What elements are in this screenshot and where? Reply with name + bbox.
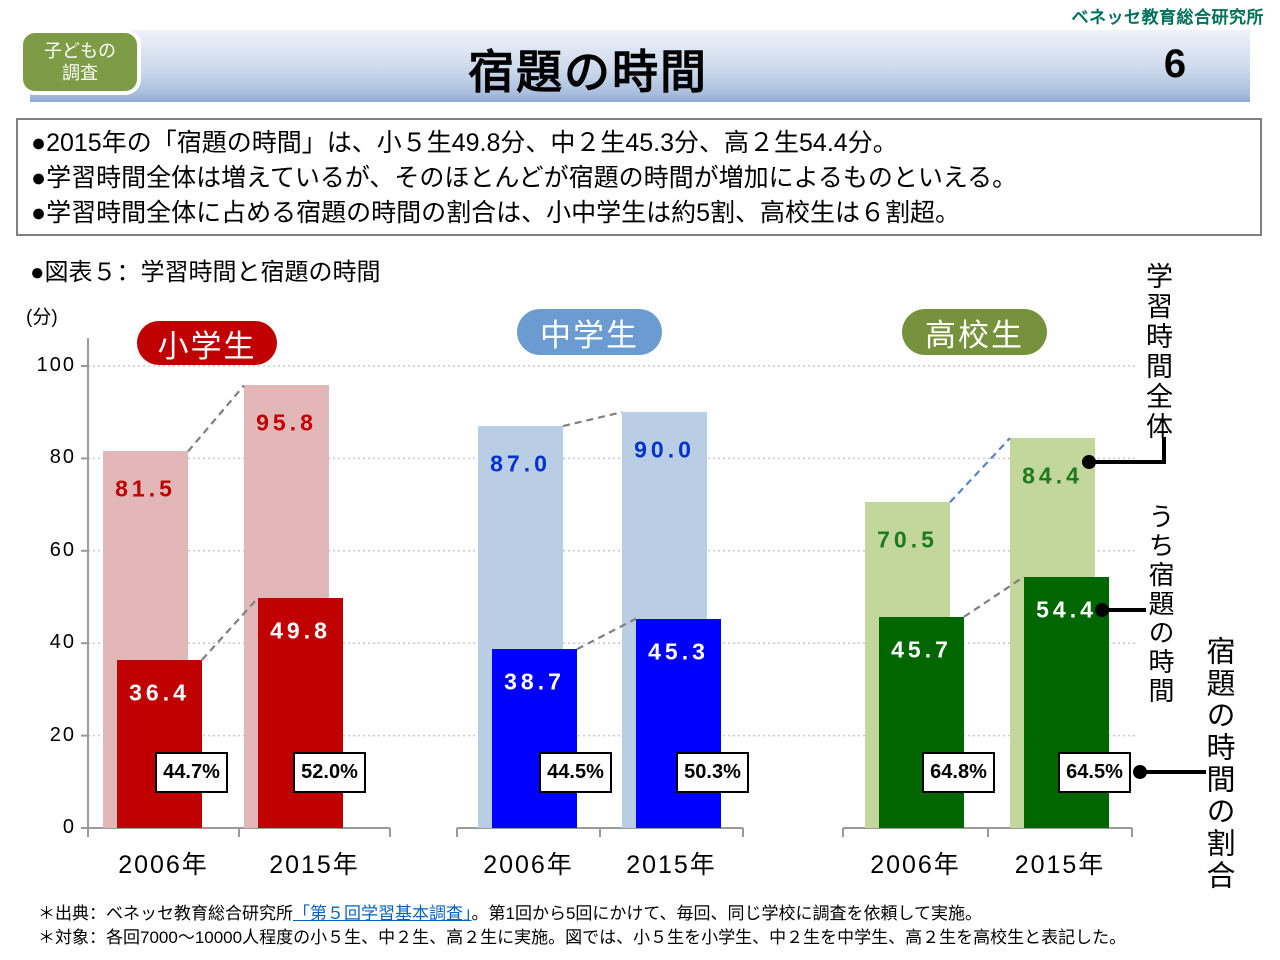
total-value-label-elementary-2006年: 81.5 bbox=[115, 475, 176, 502]
y-axis-unit-label: (分) bbox=[26, 307, 58, 328]
year-label-high-school-2015年: 2015年 bbox=[1014, 851, 1106, 879]
year-label-junior-high-2015年: 2015年 bbox=[626, 851, 717, 879]
ratio-box-high-school-2015年: 64.5% bbox=[1058, 752, 1131, 793]
footnote-source: ＊出典：ベネッセ教育総合研究所「第５回学習基本調査」。第1回から5回にかけて、毎… bbox=[38, 902, 1126, 926]
total-value-label-junior-high-2015年: 90.0 bbox=[634, 436, 695, 463]
year-label-high-school-2006年: 2006年 bbox=[870, 851, 961, 879]
footnote-source-suffix: 。第1回から5回にかけて、毎回、同じ学校に調査を依頼して実施。 bbox=[471, 904, 983, 923]
group-badge-elementary: 小学生 bbox=[137, 321, 277, 365]
total-value-label-high-school-2015年: 84.4 bbox=[1022, 462, 1083, 489]
ratio-box-high-school-2006年: 64.8% bbox=[922, 752, 995, 793]
homework-bar-elementary-2006年 bbox=[117, 659, 202, 828]
summary-box: ●2015年の「宿題の時間」は、小５生49.8分、中２生45.3分、高２生54.… bbox=[16, 118, 1262, 236]
ratio-box-junior-high-2015年: 50.3% bbox=[676, 752, 749, 793]
page-number: 6 bbox=[1163, 42, 1187, 86]
y-axis-tick-label-80: 80 bbox=[49, 446, 76, 469]
annotation-homework-time: うち宿題の時間 bbox=[1145, 503, 1175, 706]
footnote-source-link[interactable]: 「第５回学習基本調査」 bbox=[293, 904, 472, 923]
homework-value-label-junior-high-2015年: 45.3 bbox=[648, 638, 709, 665]
homework-value-label-high-school-2015年: 54.4 bbox=[1036, 596, 1097, 623]
ratio-box-elementary-2015年: 52.0% bbox=[293, 752, 366, 793]
summary-bullet-2: ●学習時間全体は増えているが、そのほとんどが宿題の時間が増加によるものといえる。 bbox=[31, 164, 1018, 192]
group-badge-high-school: 高校生 bbox=[902, 309, 1047, 355]
survey-badge-line2: 調査 bbox=[62, 63, 98, 83]
ratio-box-elementary-2006年: 44.7% bbox=[155, 752, 228, 793]
footnotes: ＊出典：ベネッセ教育総合研究所「第５回学習基本調査」。第1回から5回にかけて、毎… bbox=[38, 902, 1126, 950]
footnote-source-prefix: ＊出典：ベネッセ教育総合研究所 bbox=[38, 904, 293, 923]
ratio-box-junior-high-2006年: 44.5% bbox=[539, 752, 612, 793]
homework-value-label-junior-high-2006年: 38.7 bbox=[504, 668, 565, 695]
total-value-label-high-school-2006年: 70.5 bbox=[877, 526, 938, 553]
y-axis-tick-label-40: 40 bbox=[49, 631, 76, 654]
annotation-homework-ratio: 宿題の時間の割合 bbox=[1202, 636, 1234, 892]
figure-title: ●図表５：学習時間と宿題の時間 bbox=[30, 259, 381, 286]
total-value-label-elementary-2015年: 95.8 bbox=[256, 409, 317, 436]
y-axis-tick-label-100: 100 bbox=[36, 354, 76, 376]
survey-badge-line1: 子どもの bbox=[44, 41, 116, 61]
y-axis-tick-label-60: 60 bbox=[49, 538, 76, 561]
year-label-elementary-2015年: 2015年 bbox=[269, 851, 360, 879]
homework-value-label-elementary-2015年: 49.8 bbox=[270, 617, 331, 644]
annotation-total-study-time: 学習時間全体 bbox=[1142, 262, 1172, 442]
year-label-elementary-2006年: 2006年 bbox=[118, 851, 209, 879]
y-axis-tick-label-20: 20 bbox=[49, 723, 76, 746]
group-badge-junior-high: 中学生 bbox=[517, 309, 662, 355]
homework-bar-junior-high-2015年 bbox=[636, 618, 721, 828]
header-band bbox=[30, 30, 1250, 102]
total-value-label-junior-high-2006年: 87.0 bbox=[490, 450, 551, 477]
year-label-junior-high-2006年: 2006年 bbox=[483, 851, 574, 879]
summary-bullet-3: ●学習時間全体に占める宿題の時間の割合は、小中学生は約5割、高校生は６割超。 bbox=[31, 199, 961, 227]
survey-category-badge: 子どもの 調査 bbox=[19, 29, 141, 95]
homework-bar-junior-high-2006年 bbox=[492, 649, 577, 828]
homework-value-label-high-school-2006年: 45.7 bbox=[891, 636, 952, 663]
y-axis-tick-label-0: 0 bbox=[62, 816, 76, 838]
homework-value-label-elementary-2006年: 36.4 bbox=[129, 679, 190, 706]
benesse-logo: ベネッセ教育総合研究所 bbox=[1071, 8, 1264, 27]
summary-bullet-1: ●2015年の「宿題の時間」は、小５生49.8分、中２生45.3分、高２生54.… bbox=[31, 129, 898, 157]
footnote-target: ＊対象：各回7000～10000人程度の小５生、中２生、高２生に実施。図では、小… bbox=[38, 928, 1127, 947]
page-title: 宿題の時間 bbox=[468, 46, 708, 98]
